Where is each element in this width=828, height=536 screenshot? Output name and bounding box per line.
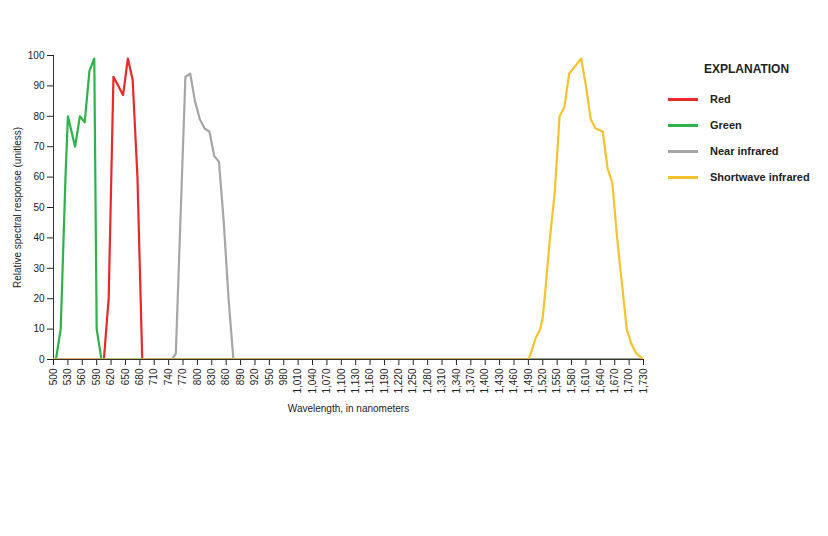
svg-text:560: 560 <box>76 368 87 385</box>
svg-text:1,490: 1,490 <box>523 368 534 393</box>
svg-text:770: 770 <box>177 368 188 385</box>
svg-text:1,370: 1,370 <box>465 368 476 393</box>
svg-text:10: 10 <box>33 323 45 334</box>
svg-text:60: 60 <box>33 171 45 182</box>
svg-text:620: 620 <box>105 368 116 385</box>
svg-text:890: 890 <box>235 368 246 385</box>
html-text:Shortwave infrared: Shortwave infrared <box>710 171 810 183</box>
svg-text:Wavelength, in nanometers: Wavelength, in nanometers <box>288 403 409 414</box>
svg-text:1,670: 1,670 <box>609 368 620 393</box>
svg-text:1,310: 1,310 <box>436 368 447 393</box>
svg-text:1,730: 1,730 <box>638 368 649 393</box>
svg-text:30: 30 <box>33 263 45 274</box>
html-text:Green: Green <box>710 119 742 131</box>
svg-text:500: 500 <box>48 368 59 385</box>
svg-text:830: 830 <box>206 368 217 385</box>
svg-text:1,070: 1,070 <box>321 368 332 393</box>
svg-text:740: 740 <box>163 368 174 385</box>
html-text:Near infrared: Near infrared <box>710 145 779 157</box>
html-text:EXPLANATION: EXPLANATION <box>704 62 790 76</box>
svg-text:1,580: 1,580 <box>566 368 577 393</box>
svg-text:1,550: 1,550 <box>551 368 562 393</box>
svg-text:40: 40 <box>33 232 45 243</box>
svg-text:1,280: 1,280 <box>422 368 433 393</box>
svg-text:20: 20 <box>33 293 45 304</box>
svg-text:1,130: 1,130 <box>350 368 361 393</box>
svg-text:650: 650 <box>120 368 131 385</box>
svg-text:0: 0 <box>39 354 45 365</box>
svg-text:50: 50 <box>33 202 45 213</box>
svg-text:1,520: 1,520 <box>537 368 548 393</box>
svg-text:980: 980 <box>278 368 289 385</box>
svg-text:1,100: 1,100 <box>336 368 347 393</box>
svg-text:800: 800 <box>192 368 203 385</box>
svg-text:920: 920 <box>249 368 260 385</box>
svg-text:1,700: 1,700 <box>623 368 634 393</box>
svg-text:Relative spectral response (un: Relative spectral response (unitless) <box>12 127 23 288</box>
svg-text:1,610: 1,610 <box>580 368 591 393</box>
svg-text:1,040: 1,040 <box>307 368 318 393</box>
svg-text:1,190: 1,190 <box>379 368 390 393</box>
svg-text:1,400: 1,400 <box>479 368 490 393</box>
svg-text:1,010: 1,010 <box>292 368 303 393</box>
svg-text:80: 80 <box>33 111 45 122</box>
svg-text:680: 680 <box>134 368 145 385</box>
svg-text:1,640: 1,640 <box>595 368 606 393</box>
svg-text:1,160: 1,160 <box>364 368 375 393</box>
svg-text:590: 590 <box>91 368 102 385</box>
svg-text:710: 710 <box>148 368 159 385</box>
html-text:Red: Red <box>710 93 731 105</box>
svg-text:860: 860 <box>220 368 231 385</box>
svg-text:1,430: 1,430 <box>494 368 505 393</box>
svg-text:70: 70 <box>33 141 45 152</box>
svg-text:950: 950 <box>264 368 275 385</box>
svg-text:530: 530 <box>62 368 73 385</box>
svg-text:1,460: 1,460 <box>508 368 519 393</box>
svg-text:100: 100 <box>28 50 45 61</box>
svg-text:1,220: 1,220 <box>393 368 404 393</box>
svg-text:1,250: 1,250 <box>407 368 418 393</box>
svg-text:1,340: 1,340 <box>451 368 462 393</box>
svg-text:90: 90 <box>33 80 45 91</box>
